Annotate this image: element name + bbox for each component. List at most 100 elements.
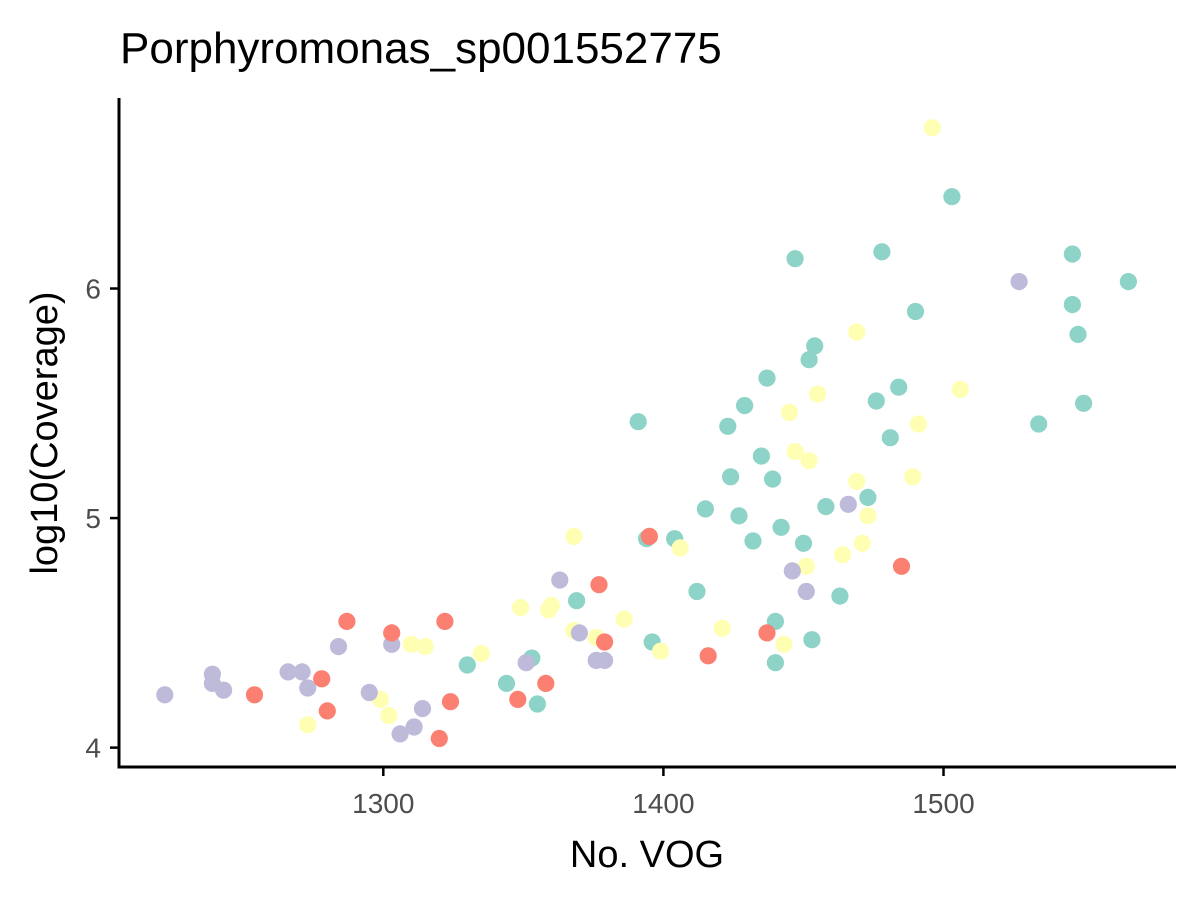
data-point-salmon-3 xyxy=(596,633,614,651)
x-axis-title: No. VOG xyxy=(570,834,724,876)
data-point-yellow-14 xyxy=(797,557,815,575)
data-point-teal-41 xyxy=(568,592,586,610)
data-point-yellow-5 xyxy=(909,415,927,433)
data-point-lavender-20 xyxy=(215,681,233,699)
data-point-yellow-26 xyxy=(416,638,434,656)
data-point-teal-9 xyxy=(736,397,754,415)
data-point-salmon-7 xyxy=(509,690,527,709)
data-point-salmon-11 xyxy=(383,624,401,642)
data-point-salmon-12 xyxy=(338,612,356,631)
data-point-teal-36 xyxy=(1119,273,1137,291)
x-tick-label: 1300 xyxy=(352,788,414,819)
data-point-teal-12 xyxy=(758,369,776,387)
chart-title: Porphyromonas_sp001552775 xyxy=(120,24,722,73)
y-axis-ticks: 4 5 6 xyxy=(85,274,119,764)
data-point-teal-22 xyxy=(817,498,835,516)
data-point-lavender-17 xyxy=(391,725,409,743)
data-point-lavender-13 xyxy=(299,679,317,697)
data-point-teal-10 xyxy=(744,532,762,550)
data-point-lavender-5 xyxy=(570,624,589,642)
data-point-teal-0 xyxy=(629,413,647,431)
data-point-yellow-19 xyxy=(652,642,670,660)
data-point-lavender-16 xyxy=(405,718,423,736)
data-point-yellow-8 xyxy=(904,468,922,486)
data-point-lavender-11 xyxy=(279,663,297,681)
data-point-yellow-11 xyxy=(671,539,689,557)
points-layer xyxy=(156,119,1137,748)
data-point-teal-11 xyxy=(752,447,771,465)
data-point-yellow-15 xyxy=(565,527,583,546)
data-point-teal-4 xyxy=(688,582,706,601)
data-point-yellow-4 xyxy=(780,403,799,422)
data-point-teal-7 xyxy=(722,468,740,486)
data-point-yellow-29 xyxy=(380,706,398,725)
data-point-teal-27 xyxy=(881,429,899,447)
data-point-teal-35 xyxy=(1075,394,1093,412)
data-point-yellow-10 xyxy=(859,507,877,525)
data-point-yellow-23 xyxy=(511,599,530,617)
data-point-lavender-8 xyxy=(517,654,535,672)
data-point-teal-26 xyxy=(873,243,891,261)
data-point-teal-16 xyxy=(772,518,790,536)
y-tick-label: 6 xyxy=(85,274,101,305)
data-point-yellow-25 xyxy=(472,644,490,663)
data-point-teal-25 xyxy=(867,392,885,410)
data-point-salmon-0 xyxy=(640,527,659,546)
data-point-yellow-0 xyxy=(923,119,941,137)
data-point-teal-30 xyxy=(943,188,961,206)
data-point-yellow-9 xyxy=(848,472,866,490)
data-point-teal-20 xyxy=(803,631,821,649)
data-point-lavender-3 xyxy=(797,582,815,601)
data-point-lavender-4 xyxy=(551,571,569,589)
y-axis-title: log10(Coverage) xyxy=(24,291,66,574)
data-point-teal-31 xyxy=(1030,415,1048,433)
data-point-teal-15 xyxy=(766,654,785,672)
data-point-yellow-6 xyxy=(786,442,804,461)
data-point-yellow-18 xyxy=(775,635,793,653)
data-point-yellow-22 xyxy=(540,601,558,619)
data-point-teal-19 xyxy=(800,351,818,369)
x-tick-label: 1400 xyxy=(632,788,694,819)
data-point-teal-23 xyxy=(831,587,849,605)
data-point-teal-37 xyxy=(458,656,476,674)
x-tick-label: 1500 xyxy=(912,788,974,819)
data-point-yellow-7 xyxy=(800,452,818,470)
data-point-lavender-10 xyxy=(329,638,348,656)
data-point-yellow-2 xyxy=(951,380,969,399)
data-point-yellow-27 xyxy=(402,635,420,653)
data-point-salmon-14 xyxy=(318,702,336,720)
data-point-salmon-5 xyxy=(699,647,717,665)
data-point-salmon-2 xyxy=(590,576,608,594)
data-point-yellow-12 xyxy=(853,534,871,552)
data-point-lavender-1 xyxy=(839,495,857,513)
data-point-salmon-15 xyxy=(245,686,264,704)
data-point-teal-32 xyxy=(1063,245,1081,263)
data-point-salmon-6 xyxy=(537,674,555,693)
data-point-teal-34 xyxy=(1069,325,1087,343)
data-point-teal-18 xyxy=(794,534,813,552)
data-point-teal-8 xyxy=(730,507,748,525)
data-point-teal-6 xyxy=(719,417,737,435)
data-point-yellow-30 xyxy=(299,716,317,734)
data-point-teal-33 xyxy=(1063,296,1081,314)
data-point-salmon-9 xyxy=(441,693,460,711)
data-point-salmon-1 xyxy=(892,557,911,575)
data-point-yellow-16 xyxy=(615,610,633,628)
data-point-salmon-13 xyxy=(313,670,331,688)
data-point-lavender-14 xyxy=(360,683,378,702)
data-point-yellow-17 xyxy=(713,619,731,637)
data-point-lavender-0 xyxy=(1010,273,1028,291)
data-point-teal-40 xyxy=(528,695,547,713)
data-point-teal-17 xyxy=(786,250,804,268)
data-point-teal-21 xyxy=(806,337,824,355)
data-point-lavender-2 xyxy=(783,562,801,580)
y-tick-label: 5 xyxy=(85,503,101,534)
data-point-teal-38 xyxy=(497,674,516,693)
data-point-lavender-21 xyxy=(156,686,174,704)
y-tick-label: 4 xyxy=(85,733,101,764)
data-point-teal-13 xyxy=(764,470,782,488)
data-point-yellow-1 xyxy=(848,323,866,341)
data-point-lavender-12 xyxy=(293,663,311,681)
data-point-salmon-4 xyxy=(758,624,776,642)
x-axis-ticks: 1300 1400 1500 xyxy=(352,767,975,819)
